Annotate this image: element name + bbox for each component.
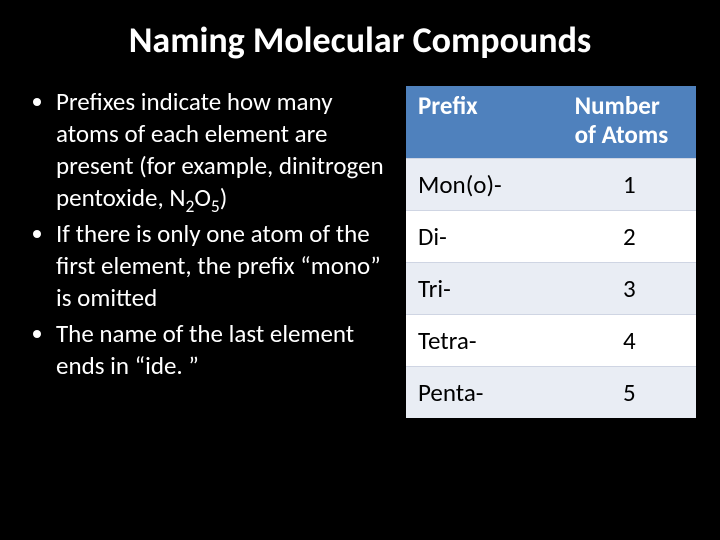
cell-number: 3	[563, 262, 696, 314]
subscript-2: 2	[185, 195, 194, 217]
bullet-item-3: The name of the last element ends in “id…	[56, 318, 390, 382]
bullet-1-text-c: )	[220, 182, 228, 213]
cell-prefix: Di-	[406, 210, 563, 262]
bullet-1-text-b: O	[194, 182, 211, 213]
cell-prefix: Mon(o)-	[406, 158, 563, 210]
prefix-table: Prefix Number of Atoms Mon(o)- 1 Di- 2 T…	[406, 86, 696, 418]
cell-number: 4	[563, 314, 696, 366]
table-row: Penta- 5	[406, 366, 696, 418]
cell-number: 1	[563, 158, 696, 210]
col-header-prefix: Prefix	[406, 86, 563, 158]
slide: Naming Molecular Compounds Prefixes indi…	[0, 0, 720, 540]
table-row: Tetra- 4	[406, 314, 696, 366]
bullet-item-1: Prefixes indicate how many atoms of each…	[56, 86, 390, 214]
bullet-list: Prefixes indicate how many atoms of each…	[30, 86, 390, 418]
table-row: Mon(o)- 1	[406, 158, 696, 210]
table-header-row: Prefix Number of Atoms	[406, 86, 696, 158]
slide-title: Naming Molecular Compounds	[30, 18, 690, 62]
bullet-item-2: If there is only one atom of the first e…	[56, 218, 390, 314]
subscript-5: 5	[211, 195, 220, 217]
col-header-number: Number of Atoms	[563, 86, 696, 158]
cell-prefix: Penta-	[406, 366, 563, 418]
table-row: Di- 2	[406, 210, 696, 262]
cell-prefix: Tri-	[406, 262, 563, 314]
cell-number: 2	[563, 210, 696, 262]
cell-prefix: Tetra-	[406, 314, 563, 366]
content-row: Prefixes indicate how many atoms of each…	[30, 86, 690, 418]
cell-number: 5	[563, 366, 696, 418]
table-row: Tri- 3	[406, 262, 696, 314]
